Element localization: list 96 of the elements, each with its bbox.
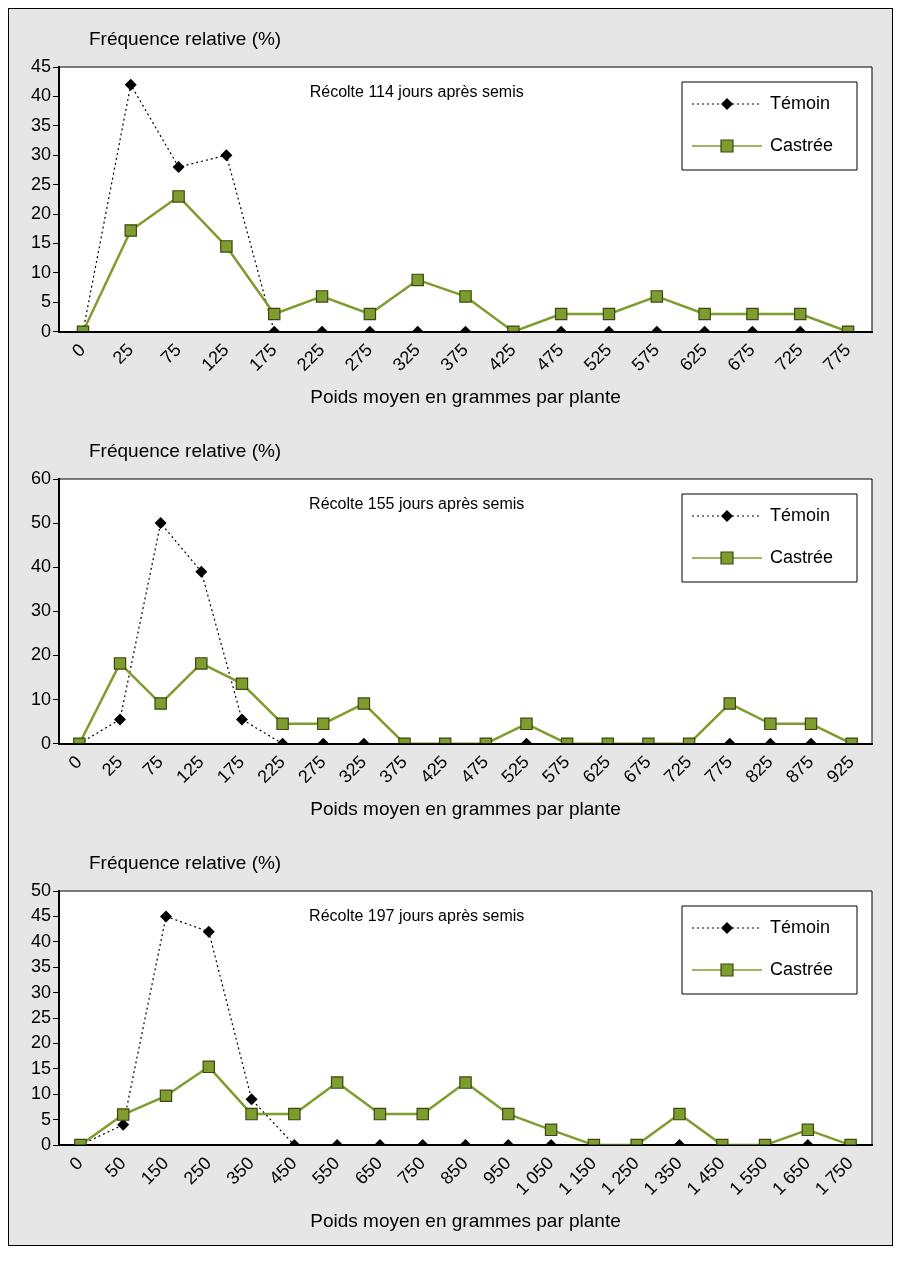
y-tick-label: 5 bbox=[41, 1108, 52, 1129]
legend-label: Castrée bbox=[770, 958, 834, 979]
x-axis-title: Poids moyen en grammes par plante bbox=[310, 385, 621, 407]
x-tick-label: 750 bbox=[393, 1152, 430, 1189]
x-tick-label: 225 bbox=[293, 339, 329, 375]
x-tick-label: 650 bbox=[350, 1152, 387, 1189]
x-tick-label: 825 bbox=[741, 751, 777, 787]
y-tick-label: 5 bbox=[41, 291, 52, 312]
point bbox=[220, 240, 233, 253]
y-tick-label: 30 bbox=[30, 600, 52, 621]
x-tick-label: 175 bbox=[245, 339, 281, 375]
x-tick-label: 225 bbox=[253, 751, 289, 787]
y-tick-label: 35 bbox=[30, 956, 52, 977]
y-tick-label: 10 bbox=[30, 688, 52, 709]
x-tick-label: 675 bbox=[723, 339, 759, 375]
y-tick-label: 20 bbox=[30, 1032, 52, 1053]
x-tick-label: 75 bbox=[156, 339, 185, 368]
x-tick-label: 325 bbox=[388, 339, 425, 375]
x-tick-label: 0 bbox=[68, 339, 90, 361]
x-tick-label: 325 bbox=[334, 751, 371, 787]
x-tick-label: 0 bbox=[64, 751, 86, 773]
x-tick-label: 675 bbox=[619, 751, 655, 787]
x-tick-label: 125 bbox=[172, 751, 208, 787]
point bbox=[220, 149, 233, 162]
y-tick-label: 15 bbox=[30, 1057, 52, 1078]
y-tick-label: 0 bbox=[41, 320, 52, 341]
y-tick-label: 50 bbox=[30, 512, 52, 533]
x-axis-title: Poids moyen en grammes par plante bbox=[310, 1209, 621, 1231]
x-tick-label: 375 bbox=[436, 339, 472, 375]
x-tick-label: 550 bbox=[308, 1152, 344, 1189]
legend-label: Castrée bbox=[770, 546, 834, 567]
y-axis-title: Fréquence relative (%) bbox=[89, 27, 282, 49]
y-tick-label: 20 bbox=[30, 644, 52, 665]
y-tick-label: 0 bbox=[41, 1134, 52, 1155]
x-tick-label: 775 bbox=[819, 339, 855, 375]
point bbox=[411, 273, 424, 287]
x-tick-label: 0 bbox=[65, 1152, 87, 1175]
legend-label: Témoin bbox=[770, 916, 831, 937]
x-tick-label: 25 bbox=[108, 339, 138, 368]
x-tick-label: 375 bbox=[375, 751, 411, 787]
y-tick-label: 40 bbox=[30, 85, 52, 106]
y-tick-label: 20 bbox=[30, 203, 52, 224]
y-tick-label: 60 bbox=[30, 467, 52, 488]
legend-label: Castrée bbox=[770, 134, 834, 155]
x-tick-label: 875 bbox=[781, 751, 818, 787]
x-tick-label: 625 bbox=[675, 339, 711, 375]
x-tick-label: 475 bbox=[456, 751, 493, 787]
y-tick-label: 15 bbox=[30, 232, 52, 253]
y-axis-title: Fréquence relative (%) bbox=[89, 439, 282, 461]
x-tick-label: 575 bbox=[627, 339, 664, 375]
y-tick-label: 45 bbox=[30, 905, 52, 926]
y-axis-title: Fréquence relative (%) bbox=[89, 851, 282, 873]
point bbox=[172, 160, 185, 173]
x-tick-label: 275 bbox=[340, 339, 377, 375]
point bbox=[172, 190, 185, 203]
text: Récolte 155 jours après semis bbox=[309, 495, 525, 513]
point bbox=[124, 224, 138, 237]
y-tick-label: 30 bbox=[30, 981, 52, 1002]
text: Récolte 197 jours après semis bbox=[309, 907, 525, 925]
y-tick-label: 25 bbox=[30, 173, 52, 194]
x-tick-label: 25 bbox=[98, 751, 127, 780]
x-tick-label: 350 bbox=[222, 1152, 258, 1189]
y-tick-label: 40 bbox=[30, 556, 52, 577]
y-tick-label: 25 bbox=[30, 1007, 52, 1028]
x-tick-label: 75 bbox=[138, 751, 167, 780]
x-tick-label: 725 bbox=[771, 339, 807, 375]
x-tick-label: 525 bbox=[579, 339, 616, 375]
x-tick-label: 275 bbox=[294, 751, 330, 787]
x-tick-label: 125 bbox=[197, 339, 233, 375]
x-tick-label: 625 bbox=[578, 751, 615, 787]
x-tick-label: 425 bbox=[484, 339, 520, 375]
x-tick-label: 425 bbox=[416, 751, 452, 787]
y-tick-label: 35 bbox=[30, 114, 52, 135]
legend-label: Témoin bbox=[770, 92, 831, 113]
x-tick-label: 150 bbox=[136, 1152, 173, 1189]
x-tick-label: 575 bbox=[538, 751, 574, 787]
x-tick-label: 525 bbox=[497, 751, 533, 787]
x-tick-label: 725 bbox=[660, 751, 696, 787]
x-tick-label: 775 bbox=[700, 751, 737, 787]
y-tick-label: 30 bbox=[30, 144, 52, 165]
text: Récolte 114 jours après semis bbox=[309, 83, 524, 101]
legend-label: Témoin bbox=[770, 504, 831, 525]
x-tick-label: 250 bbox=[179, 1152, 216, 1189]
y-tick-label: 10 bbox=[30, 261, 52, 282]
x-axis-title: Poids moyen en grammes par plante bbox=[310, 797, 621, 819]
y-tick-label: 0 bbox=[41, 732, 52, 753]
y-tick-label: 50 bbox=[30, 879, 52, 900]
x-tick-label: 50 bbox=[101, 1152, 130, 1182]
y-tick-label: 45 bbox=[30, 55, 52, 76]
x-tick-label: 475 bbox=[532, 339, 568, 375]
x-tick-label: 925 bbox=[822, 751, 859, 787]
y-tick-label: 10 bbox=[30, 1083, 52, 1104]
x-tick-label: 450 bbox=[265, 1152, 301, 1189]
y-tick-label: 40 bbox=[30, 930, 52, 951]
x-tick-label: 850 bbox=[436, 1152, 472, 1189]
x-tick-label: 175 bbox=[212, 751, 249, 787]
